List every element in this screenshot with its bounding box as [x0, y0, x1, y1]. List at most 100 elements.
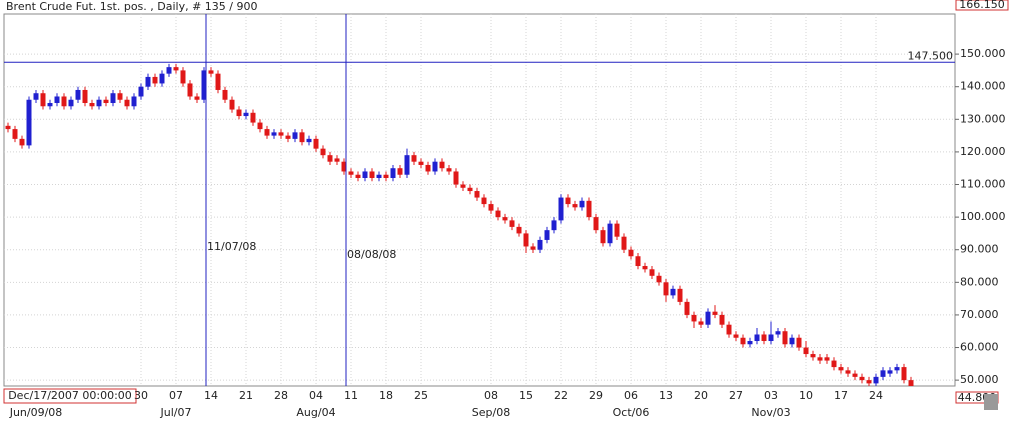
x-tick-label: 28 — [274, 389, 288, 402]
plot — [5, 63, 914, 386]
candle-body — [747, 341, 753, 345]
candle-body — [495, 210, 501, 218]
y-tick-label: 140.000 — [960, 80, 1006, 93]
candle-body — [460, 184, 466, 188]
candle-body — [250, 112, 256, 123]
y-tick-label: 100.000 — [960, 210, 1006, 223]
candle-body — [418, 161, 424, 165]
candle-body — [96, 99, 102, 107]
candle-body — [698, 321, 704, 325]
candle-body — [803, 347, 809, 355]
candle-body — [817, 357, 823, 361]
x-period-label: Sep/08 — [472, 406, 510, 419]
candle-body — [278, 132, 284, 136]
x-tick-label: 08 — [484, 389, 498, 402]
candle-body — [544, 230, 550, 240]
chart-title: Brent Crude Fut. 1st. pos. , Daily, # 13… — [6, 0, 258, 13]
candle-body — [705, 311, 711, 325]
candle-body — [33, 93, 39, 100]
candle-body — [54, 96, 60, 104]
x-tick-label: 06 — [624, 389, 638, 402]
candle-body — [467, 187, 473, 192]
candle-body — [292, 132, 298, 139]
candle-body — [26, 99, 32, 146]
candle-body — [159, 73, 165, 84]
candle-body — [327, 155, 333, 162]
candle-body — [537, 239, 543, 250]
candle-body — [103, 99, 109, 104]
candle-body — [859, 376, 865, 381]
scroll-button[interactable] — [984, 394, 998, 410]
candle-body — [845, 370, 851, 374]
x-tick-label: 21 — [239, 389, 253, 402]
x-tick-label: 11 — [344, 389, 358, 402]
candle-body — [572, 204, 578, 208]
scale-top-box — [955, 0, 1009, 11]
marker-label: 11/07/08 — [207, 240, 256, 253]
y-tick-label: 90.000 — [960, 243, 999, 256]
candle-body — [201, 70, 207, 100]
candle-body — [355, 174, 361, 178]
candle-body — [502, 217, 508, 221]
candle-body — [530, 246, 536, 250]
candle-body — [425, 164, 431, 172]
candle-body — [411, 155, 417, 162]
candle-body — [453, 171, 459, 185]
marker-label: 08/08/08 — [347, 248, 396, 261]
candle-body — [488, 204, 494, 211]
x-tick-label: 25 — [414, 389, 428, 402]
candle-body — [47, 103, 53, 107]
candle-body — [887, 370, 893, 374]
candle-body — [593, 217, 599, 231]
candle-body — [376, 174, 382, 178]
candle-body — [600, 230, 606, 244]
candle-body — [481, 197, 487, 205]
candle-body — [299, 132, 305, 143]
candle-body — [621, 236, 627, 250]
candle-body — [551, 220, 557, 231]
candle-body — [873, 376, 879, 384]
y-tick-label: 60.000 — [960, 341, 999, 354]
candle-body — [677, 288, 683, 302]
candle-body — [824, 357, 830, 361]
candle-body — [614, 223, 620, 237]
candle-body — [19, 138, 25, 146]
candle-body — [761, 334, 767, 342]
x-tick-label: 27 — [729, 389, 743, 402]
candle-body — [131, 96, 137, 107]
candle-body — [523, 233, 529, 247]
y-tick-label: 110.000 — [960, 178, 1006, 191]
candle-body — [740, 337, 746, 345]
candle-body — [313, 138, 319, 149]
candle-body — [334, 158, 340, 162]
x-tick-label: 03 — [764, 389, 778, 402]
candle-body — [726, 324, 732, 335]
candle-body — [579, 200, 585, 208]
candle-body — [257, 122, 263, 130]
scale-top-label: 166.150 — [959, 0, 1005, 11]
x-period-label: Jun/09/08 — [9, 406, 63, 419]
candle-body — [383, 174, 389, 178]
candle-body — [173, 67, 179, 71]
candle-body — [341, 161, 347, 172]
candle-body — [446, 168, 452, 172]
x-tick-label: 14 — [204, 389, 218, 402]
x-tick-label: 10 — [799, 389, 813, 402]
x-tick-label: 04 — [309, 389, 323, 402]
cursor-label: Dec/17/2007 00:00:00 — [8, 389, 132, 402]
y-tick-label: 80.000 — [960, 275, 999, 288]
candle-body — [796, 337, 802, 348]
candle-body — [866, 380, 872, 384]
candle-body — [187, 83, 193, 97]
candle-body — [229, 99, 235, 110]
x-tick-label: 20 — [694, 389, 708, 402]
candle-body — [5, 125, 11, 130]
candle-body — [775, 331, 781, 335]
candle-body — [642, 266, 648, 270]
candle-body — [649, 269, 655, 276]
x-period-label: Oct/06 — [613, 406, 650, 419]
candle-body — [166, 67, 172, 74]
candle-body — [852, 373, 858, 377]
